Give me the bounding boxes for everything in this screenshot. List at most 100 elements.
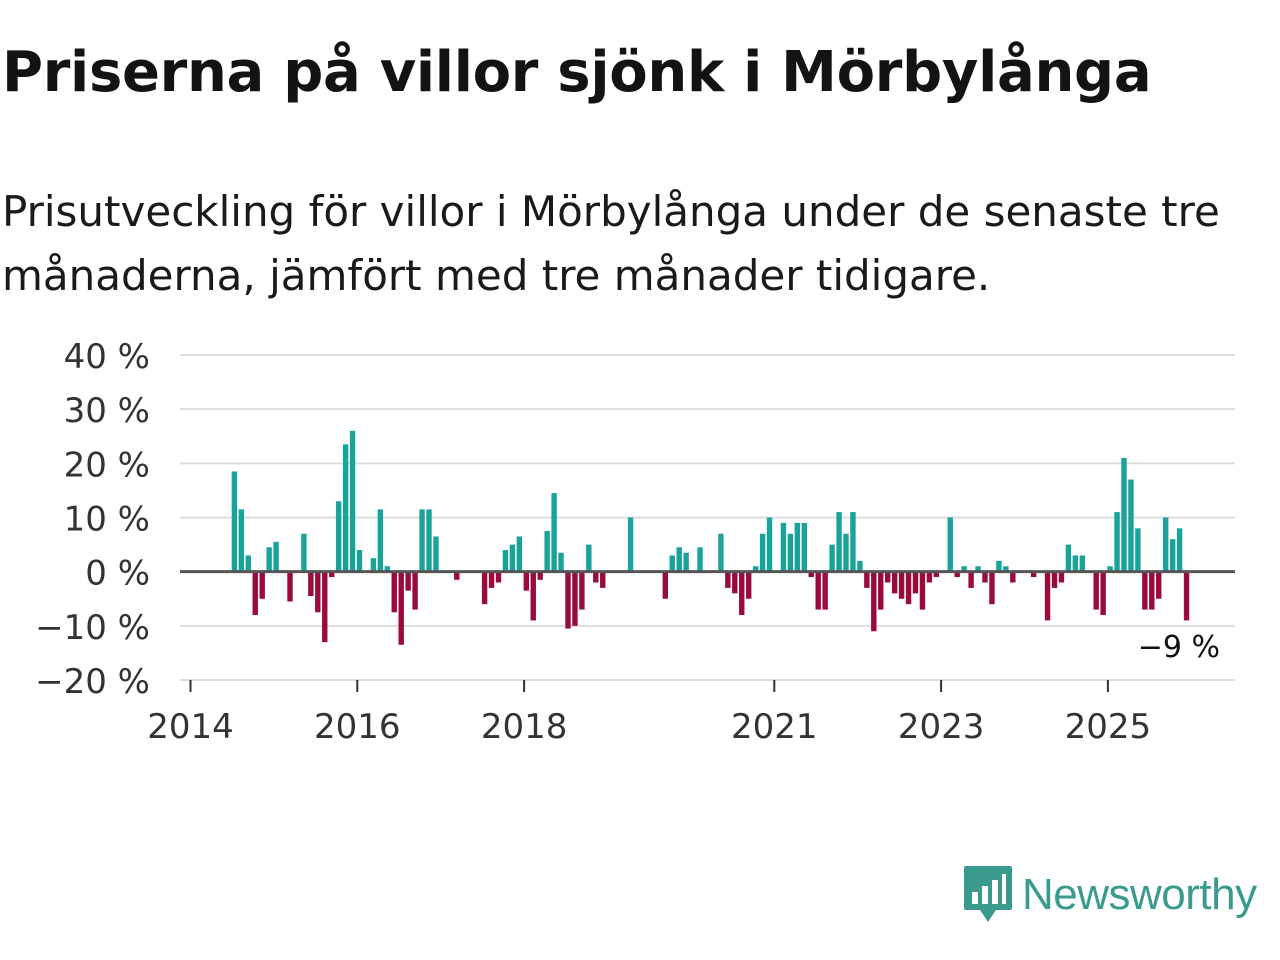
- bar: [398, 571, 404, 645]
- bar: [1135, 528, 1141, 572]
- bar: [794, 522, 801, 572]
- bar: [912, 571, 919, 594]
- bar: [982, 571, 988, 583]
- x-tick-label: 2023: [898, 707, 985, 747]
- x-tick-label: 2025: [1065, 707, 1152, 747]
- bar: [808, 571, 814, 578]
- bar: [746, 571, 752, 599]
- x-tick-label: 2018: [481, 707, 568, 747]
- bar: [259, 571, 265, 599]
- bar: [752, 566, 759, 572]
- bar: [273, 541, 279, 572]
- x-tick-label: 2014: [147, 707, 234, 747]
- bar: [1051, 571, 1058, 588]
- bar: [878, 571, 884, 610]
- bar: [885, 571, 891, 583]
- bar: [454, 571, 460, 580]
- bar: [905, 571, 912, 605]
- bar: [1100, 571, 1106, 615]
- bar: [843, 533, 849, 572]
- bar: [322, 571, 328, 643]
- bar: [495, 571, 502, 583]
- bar: [405, 571, 411, 591]
- bar: [1010, 571, 1016, 583]
- bar: [1030, 571, 1037, 578]
- bar: [252, 571, 258, 615]
- bar: [787, 533, 794, 572]
- bar: [523, 571, 529, 591]
- bar: [544, 531, 550, 572]
- bar: [836, 512, 842, 572]
- last-value-label: −9 %: [1138, 630, 1220, 665]
- bar: [384, 566, 390, 572]
- bar: [891, 571, 898, 594]
- bar: [968, 571, 974, 588]
- bar: [627, 517, 634, 572]
- bar: [864, 571, 870, 588]
- bar: [725, 571, 731, 588]
- bar: [1072, 555, 1079, 572]
- bar: [301, 533, 307, 572]
- bar: [419, 509, 425, 572]
- bar: [315, 571, 321, 613]
- bar: [1142, 571, 1148, 610]
- y-tick-label: −20 %: [35, 662, 150, 702]
- y-tick-label: −10 %: [35, 608, 150, 648]
- y-tick-label: 30 %: [64, 391, 150, 431]
- bar: [537, 571, 543, 580]
- bar: [1128, 479, 1134, 572]
- bar: [370, 558, 377, 572]
- bar: [1156, 571, 1162, 599]
- bar: [801, 522, 807, 572]
- bar: [329, 571, 335, 578]
- bar: [766, 517, 773, 572]
- bar: [1079, 555, 1085, 572]
- bar: [1169, 539, 1176, 572]
- bar: [1121, 457, 1127, 572]
- bar: [1176, 528, 1183, 572]
- bar: [391, 571, 397, 613]
- y-tick-label: 20 %: [64, 445, 150, 485]
- bar: [1149, 571, 1155, 610]
- bar: [600, 571, 606, 588]
- bar: [1058, 571, 1065, 583]
- bar: [1044, 571, 1051, 621]
- bar: [1114, 512, 1120, 572]
- bar: [989, 571, 995, 605]
- bar: [481, 571, 488, 605]
- bar: [349, 430, 356, 572]
- newsworthy-logo: Newsworthy: [962, 862, 1257, 928]
- bar: [857, 560, 863, 572]
- bar: [572, 571, 578, 626]
- bar: [502, 550, 509, 572]
- x-axis-ticks: 2014 2016 2018 2021 2023 2025: [147, 680, 1151, 747]
- bar: [662, 571, 668, 599]
- bar: [919, 571, 926, 610]
- bar: [732, 571, 738, 594]
- bar: [377, 509, 384, 572]
- bar: [898, 571, 905, 599]
- bar: [1093, 571, 1099, 610]
- bar: [954, 571, 960, 578]
- y-tick-label: 10 %: [64, 500, 150, 540]
- brand-name: Newsworthy: [1022, 870, 1257, 919]
- bar: [335, 501, 342, 572]
- bar: [287, 571, 293, 602]
- x-tick-label: 2016: [314, 707, 401, 747]
- bar: [975, 566, 981, 572]
- bar: [829, 544, 835, 572]
- bar: [683, 552, 689, 572]
- y-tick-label: 40 %: [64, 337, 150, 377]
- bar: [697, 547, 703, 572]
- bar: [593, 571, 599, 583]
- bar: [579, 571, 585, 610]
- bar: [1003, 566, 1009, 572]
- chart-title: Priserna på villor sjönk i Mörbylånga: [2, 40, 1152, 105]
- bar: [433, 536, 439, 572]
- bar: [780, 522, 787, 572]
- bar: [1183, 571, 1190, 621]
- bar: [551, 493, 557, 572]
- bar: [669, 555, 675, 572]
- x-tick-label: 2021: [731, 707, 818, 747]
